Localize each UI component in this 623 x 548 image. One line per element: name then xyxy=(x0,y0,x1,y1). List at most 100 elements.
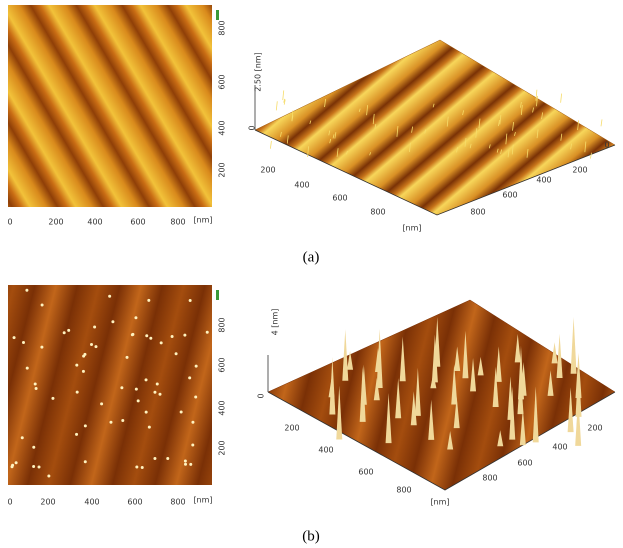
left-unit: [nm] xyxy=(430,498,449,507)
left-unit: [nm] xyxy=(402,224,421,233)
particle xyxy=(32,465,35,468)
left-tick-label: 800 xyxy=(370,208,385,217)
particle xyxy=(175,352,178,355)
left-tick-label: 400 xyxy=(318,446,333,455)
particle xyxy=(160,341,163,344)
ridge xyxy=(270,141,271,149)
y-tick-label: 200 xyxy=(218,440,227,455)
right-tick-label: 0 xyxy=(604,141,609,150)
particle xyxy=(183,334,186,337)
x-tick-label: 800 xyxy=(170,218,185,227)
ridge xyxy=(601,119,602,126)
particle xyxy=(145,334,148,337)
x-unit: [nm] xyxy=(193,216,212,225)
particle xyxy=(38,465,41,468)
particle xyxy=(156,382,159,385)
particle xyxy=(158,393,161,396)
z-zero-label: 0 xyxy=(257,393,266,398)
y-tick-label: 800 xyxy=(218,317,227,332)
particle xyxy=(137,399,140,402)
x-tick-label: 400 xyxy=(87,218,102,227)
ridge xyxy=(561,94,562,103)
x-tick-label: 600 xyxy=(130,218,145,227)
y-tick-label: 800 xyxy=(218,20,227,35)
particle xyxy=(26,367,29,370)
particle xyxy=(67,329,70,332)
x-tick-label: 400 xyxy=(84,498,99,507)
particle xyxy=(121,419,124,422)
caption: (b) xyxy=(302,528,320,544)
peak xyxy=(342,329,348,380)
left-tick-label: 200 xyxy=(284,424,299,433)
right-tick-label: 600 xyxy=(517,459,532,468)
y-tick-label: 600 xyxy=(218,74,227,89)
particle xyxy=(120,386,123,389)
particle xyxy=(100,402,103,405)
right-tick-label: 600 xyxy=(502,191,517,200)
right-tick-label: 200 xyxy=(587,424,602,433)
z-axis-label: 2.50 [nm] xyxy=(254,52,263,91)
z-zero-label: 0 xyxy=(248,125,257,130)
particle xyxy=(94,345,97,348)
particle xyxy=(40,346,43,349)
particle xyxy=(126,356,129,359)
particle xyxy=(171,335,174,338)
particle xyxy=(109,421,112,424)
right-tick-label: 800 xyxy=(482,474,497,483)
particle xyxy=(189,299,192,302)
x-tick-label: 800 xyxy=(170,498,185,507)
left-tick-label: 400 xyxy=(294,181,309,190)
particle xyxy=(135,388,138,391)
particle xyxy=(131,333,134,336)
particle xyxy=(51,397,54,400)
particle xyxy=(184,463,187,466)
particle xyxy=(34,382,37,385)
left-tick-label: 800 xyxy=(396,486,411,495)
particle xyxy=(84,460,87,463)
particle xyxy=(147,299,150,302)
particle xyxy=(153,457,156,460)
particle xyxy=(195,365,198,368)
figure: 800 600 400 200 0 200 400 600 800 [nm] 2.50 [nm] 0 2… xyxy=(0,0,623,548)
particle xyxy=(11,464,14,467)
panel-b: 8006004002000200400600800[nm]4 [nm]02004… xyxy=(7,285,615,544)
particle xyxy=(75,433,78,436)
x-tick-label: 200 xyxy=(40,498,55,507)
particle xyxy=(188,376,191,379)
particle xyxy=(63,331,66,334)
afm-image-2d xyxy=(8,5,212,207)
particle xyxy=(148,426,151,429)
particle xyxy=(145,378,148,381)
particle xyxy=(194,396,197,399)
x-unit: [nm] xyxy=(193,496,212,505)
z-axis-label: 4 [nm] xyxy=(271,309,280,336)
y-tick-label: 200 xyxy=(218,162,227,177)
x-tick-label: 600 xyxy=(127,498,142,507)
right-tick-label: 800 xyxy=(470,208,485,217)
particle xyxy=(82,355,85,358)
afm-image-3d xyxy=(268,300,615,490)
particle xyxy=(76,391,79,394)
particle xyxy=(141,466,144,469)
caption: (a) xyxy=(303,249,320,265)
particle xyxy=(135,466,138,469)
particle xyxy=(153,391,156,394)
particle xyxy=(21,436,24,439)
particle xyxy=(189,463,192,466)
particle xyxy=(35,387,38,390)
peak xyxy=(571,317,577,374)
particle xyxy=(82,370,85,373)
particle xyxy=(111,320,114,323)
x-tick-label: 200 xyxy=(48,218,63,227)
particle xyxy=(184,459,187,462)
particle xyxy=(25,289,28,292)
particle xyxy=(22,341,25,344)
right-tick-label: 400 xyxy=(552,443,567,452)
particle xyxy=(15,461,18,464)
particle xyxy=(191,444,194,447)
particle xyxy=(180,410,183,413)
y-tick-label: 400 xyxy=(218,120,227,135)
particle xyxy=(206,331,209,334)
particle xyxy=(90,343,93,346)
particle xyxy=(191,421,194,424)
